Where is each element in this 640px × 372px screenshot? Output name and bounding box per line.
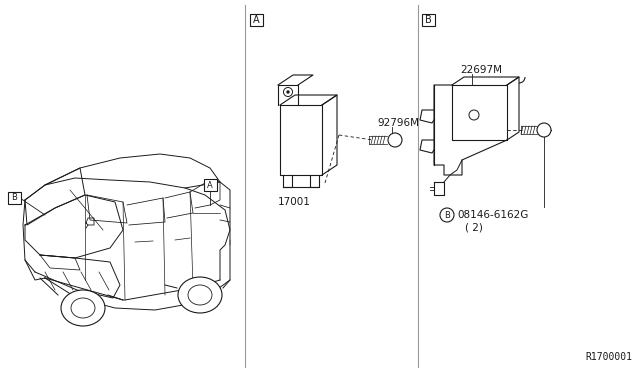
Circle shape bbox=[287, 91, 289, 93]
Text: R1700001: R1700001 bbox=[585, 352, 632, 362]
Text: 22697M: 22697M bbox=[460, 65, 502, 75]
Text: B: B bbox=[444, 211, 450, 219]
Text: A: A bbox=[207, 180, 213, 189]
Circle shape bbox=[440, 208, 454, 222]
Circle shape bbox=[537, 123, 551, 137]
Bar bbox=[204, 179, 216, 191]
Circle shape bbox=[388, 133, 402, 147]
Text: 17001: 17001 bbox=[278, 197, 311, 207]
Text: B: B bbox=[11, 193, 17, 202]
Ellipse shape bbox=[61, 290, 105, 326]
Text: 08146-6162G: 08146-6162G bbox=[457, 210, 529, 220]
Text: B: B bbox=[424, 15, 431, 25]
Text: ( 2): ( 2) bbox=[465, 222, 483, 232]
Ellipse shape bbox=[71, 298, 95, 318]
Bar bbox=[250, 14, 262, 26]
Circle shape bbox=[469, 110, 479, 120]
Ellipse shape bbox=[188, 285, 212, 305]
Ellipse shape bbox=[178, 277, 222, 313]
Bar bbox=[422, 14, 435, 26]
Bar bbox=[8, 192, 20, 204]
Circle shape bbox=[284, 87, 292, 96]
Text: A: A bbox=[253, 15, 259, 25]
Text: 92796M: 92796M bbox=[377, 118, 419, 128]
